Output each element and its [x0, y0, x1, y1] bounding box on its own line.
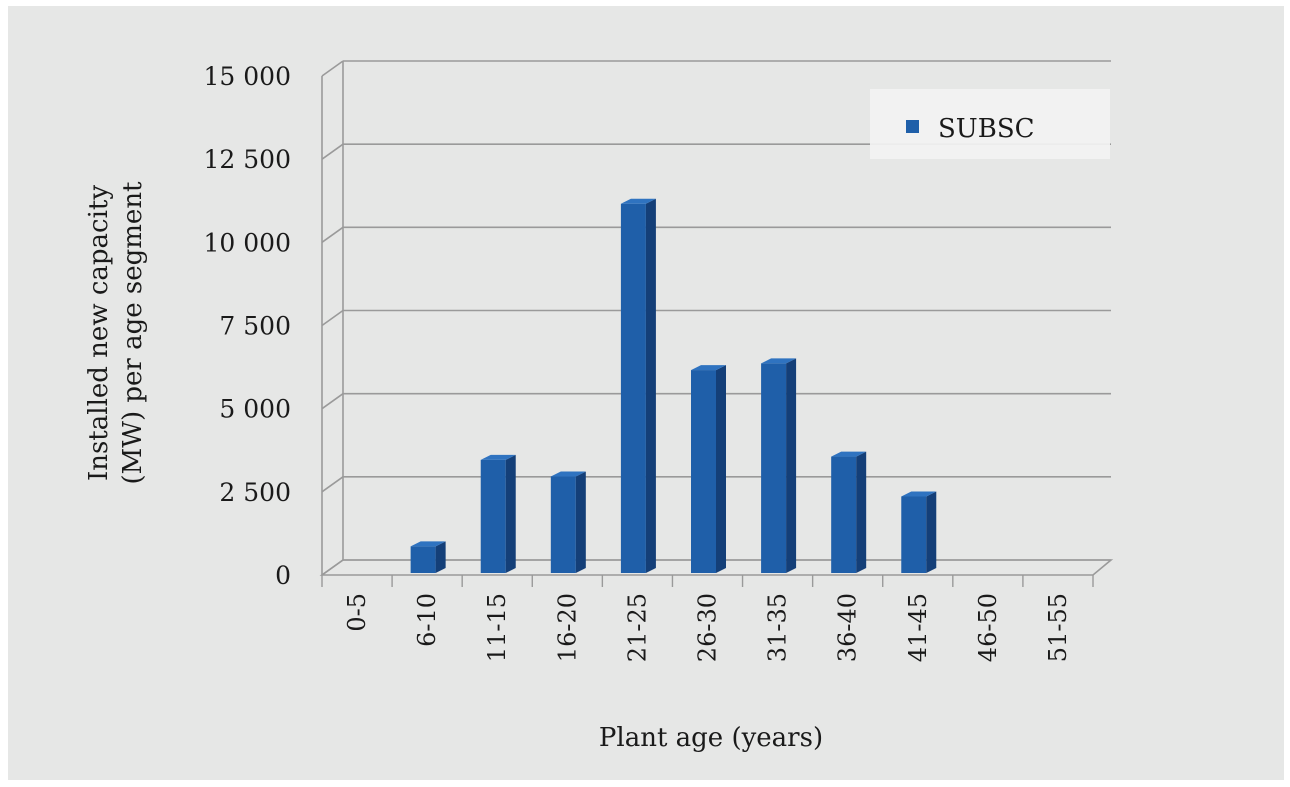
- bar: [901, 491, 937, 573]
- chart-frame: 0 2 500 5 000 7 500 10 000 12 500 15 000 0-5 6-…: [8, 6, 1284, 780]
- bar-front: [480, 459, 506, 573]
- bar: [550, 471, 586, 573]
- gridline-side: [321, 143, 344, 160]
- y-axis-label-line-1: Installed new capacity: [84, 185, 114, 481]
- bar-side: [645, 198, 656, 574]
- y-tick-label: 2 500: [219, 478, 291, 507]
- bar: [761, 358, 797, 573]
- bar-top: [761, 358, 797, 364]
- bar-side: [786, 358, 797, 573]
- x-tick-label: 26-30: [694, 593, 722, 662]
- y-tick-label: 15 000: [204, 62, 291, 91]
- bar-side: [856, 451, 867, 573]
- bar-top: [410, 541, 446, 547]
- bar: [410, 541, 446, 573]
- bar-side: [435, 541, 446, 573]
- x-tick-label: 6-10: [413, 593, 441, 647]
- x-tick-label: 36-40: [834, 593, 862, 662]
- bar-side: [575, 471, 586, 573]
- bar-top: [550, 471, 586, 477]
- x-tick-label: 46-50: [974, 593, 1002, 662]
- x-tick-label: 0-5: [343, 593, 371, 632]
- legend-swatch: [906, 120, 919, 133]
- bar-top: [901, 491, 937, 497]
- bar: [691, 365, 726, 573]
- x-tick-labels: 0-5 6-10 11-15 16-20 21-25 26-30 31-35 36-40 41-…: [343, 593, 1072, 662]
- bars: [410, 198, 937, 574]
- x-tick-label: 51-55: [1044, 593, 1072, 662]
- x-tick-label: 31-35: [764, 593, 792, 662]
- x-tick-label: 16-20: [553, 593, 581, 662]
- gridline-side: [321, 476, 344, 493]
- bar-front: [831, 456, 857, 573]
- legend-label: SUBSC: [938, 114, 1035, 144]
- chart: 0 2 500 5 000 7 500 10 000 12 500 15 000 0-5 6-…: [84, 60, 1114, 753]
- y-axis-label: Installed new capacity (MW) per age segm…: [84, 181, 148, 485]
- x-axis-label: Plant age (years): [599, 723, 823, 753]
- bar-front: [901, 496, 927, 573]
- gridline-side: [321, 60, 344, 77]
- bar: [620, 198, 656, 574]
- x-tick-label: 41-45: [904, 593, 932, 662]
- bar-top: [691, 365, 726, 371]
- bar-side: [505, 454, 516, 573]
- gridline-side: [321, 226, 344, 243]
- bar-side: [716, 365, 726, 573]
- bar-front: [550, 476, 576, 573]
- y-tick-label: 10 000: [204, 228, 291, 257]
- x-tick-label: 21-25: [623, 593, 651, 662]
- y-tick-label: 5 000: [219, 395, 291, 424]
- bar-top: [480, 454, 516, 460]
- y-tick-label: 12 500: [204, 145, 291, 174]
- bar-top: [620, 198, 656, 204]
- bar-front: [761, 363, 787, 573]
- bar-top: [831, 451, 867, 457]
- bar: [831, 451, 867, 573]
- x-tick-label: 11-15: [483, 593, 511, 662]
- y-tick-label: 7 500: [219, 312, 291, 341]
- bar-front: [410, 546, 436, 573]
- bar-front: [691, 370, 716, 573]
- grid-lines: [321, 60, 1111, 576]
- bar-front: [620, 203, 646, 574]
- legend: SUBSC: [870, 89, 1110, 159]
- y-axis-label-line-2: (MW) per age segment: [118, 181, 148, 485]
- gridline-side: [321, 393, 344, 410]
- bar-side: [926, 491, 937, 573]
- y-tick-label: 0: [275, 561, 291, 590]
- y-tick-labels: 0 2 500 5 000 7 500 10 000 12 500 15 000: [204, 62, 291, 590]
- gridline-side: [321, 309, 344, 327]
- bar: [480, 454, 516, 573]
